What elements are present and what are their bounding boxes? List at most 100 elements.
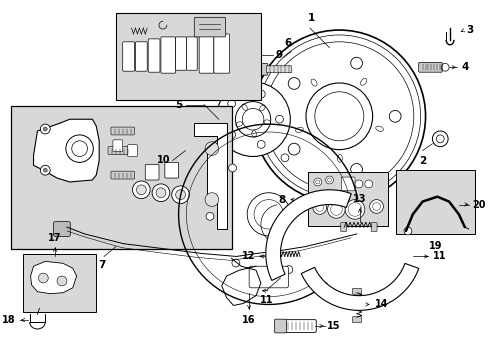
Circle shape [350, 57, 362, 69]
Circle shape [403, 227, 411, 235]
FancyBboxPatch shape [164, 162, 178, 178]
Text: 8: 8 [278, 195, 285, 204]
Polygon shape [31, 261, 77, 294]
Text: 5: 5 [175, 99, 182, 109]
Text: 17: 17 [48, 233, 61, 243]
Circle shape [215, 82, 290, 157]
Text: 15: 15 [326, 321, 339, 331]
Bar [23, 253, 96, 312]
Text: 3: 3 [466, 25, 473, 35]
Polygon shape [265, 190, 350, 280]
FancyBboxPatch shape [194, 17, 225, 37]
Circle shape [354, 180, 362, 188]
FancyBboxPatch shape [175, 37, 186, 70]
Circle shape [41, 165, 50, 175]
FancyBboxPatch shape [352, 317, 361, 323]
FancyBboxPatch shape [352, 288, 361, 294]
Text: 9: 9 [275, 50, 282, 59]
FancyBboxPatch shape [266, 66, 291, 73]
Circle shape [227, 100, 235, 108]
FancyBboxPatch shape [127, 145, 137, 157]
Circle shape [204, 193, 218, 207]
Bar [11, 107, 231, 249]
Circle shape [327, 201, 345, 218]
Circle shape [227, 131, 235, 139]
Circle shape [204, 142, 218, 156]
FancyBboxPatch shape [274, 319, 286, 333]
FancyBboxPatch shape [256, 63, 267, 75]
FancyBboxPatch shape [370, 222, 376, 231]
Circle shape [325, 176, 333, 184]
Text: 11: 11 [260, 295, 273, 305]
Circle shape [235, 102, 270, 137]
FancyBboxPatch shape [249, 266, 288, 288]
FancyBboxPatch shape [113, 140, 122, 152]
FancyBboxPatch shape [54, 222, 70, 237]
FancyBboxPatch shape [122, 42, 134, 71]
Circle shape [231, 259, 239, 267]
FancyBboxPatch shape [135, 42, 147, 71]
Circle shape [275, 115, 283, 123]
Circle shape [41, 124, 50, 134]
Bar [395, 170, 473, 234]
FancyBboxPatch shape [186, 37, 197, 70]
Circle shape [281, 154, 288, 162]
Bar [116, 13, 261, 100]
Text: 14: 14 [374, 300, 387, 310]
Circle shape [388, 111, 400, 122]
Circle shape [43, 127, 47, 131]
Circle shape [43, 168, 47, 172]
Circle shape [257, 140, 264, 148]
Text: 2: 2 [418, 157, 426, 166]
Text: 6: 6 [284, 38, 291, 48]
Text: 20: 20 [471, 199, 485, 210]
Text: 10: 10 [157, 156, 170, 165]
Circle shape [285, 266, 292, 274]
Circle shape [136, 185, 146, 195]
Bar [307, 172, 387, 226]
Text: 1: 1 [307, 13, 315, 23]
FancyBboxPatch shape [213, 34, 229, 73]
FancyBboxPatch shape [282, 320, 316, 332]
FancyBboxPatch shape [161, 37, 175, 73]
Text: 19: 19 [428, 241, 441, 251]
FancyBboxPatch shape [108, 147, 131, 154]
Text: 4: 4 [461, 62, 468, 72]
Circle shape [39, 273, 48, 283]
Circle shape [320, 190, 327, 198]
FancyBboxPatch shape [148, 39, 160, 72]
Text: 18: 18 [2, 315, 16, 325]
Polygon shape [194, 123, 226, 229]
Circle shape [57, 276, 67, 286]
Polygon shape [34, 119, 99, 182]
FancyBboxPatch shape [341, 177, 354, 191]
Circle shape [369, 199, 383, 213]
Circle shape [156, 188, 165, 198]
Circle shape [313, 178, 321, 186]
Circle shape [345, 199, 364, 219]
Circle shape [132, 181, 150, 199]
FancyBboxPatch shape [340, 222, 346, 231]
Polygon shape [301, 264, 418, 310]
Circle shape [312, 201, 326, 214]
Text: 7: 7 [98, 260, 105, 270]
Circle shape [66, 135, 93, 162]
Circle shape [171, 186, 189, 203]
Circle shape [205, 212, 213, 220]
Circle shape [257, 90, 264, 98]
Circle shape [364, 180, 372, 188]
Text: 12: 12 [241, 251, 255, 261]
FancyBboxPatch shape [145, 164, 159, 180]
FancyBboxPatch shape [199, 34, 213, 73]
Circle shape [228, 164, 236, 172]
Circle shape [175, 190, 185, 199]
FancyBboxPatch shape [111, 127, 134, 135]
Circle shape [350, 163, 362, 175]
Text: 13: 13 [352, 194, 366, 203]
FancyBboxPatch shape [418, 62, 441, 72]
Text: 11: 11 [432, 251, 446, 261]
FancyBboxPatch shape [111, 171, 134, 179]
Circle shape [152, 184, 169, 202]
Text: 16: 16 [242, 315, 255, 325]
Circle shape [287, 143, 299, 155]
